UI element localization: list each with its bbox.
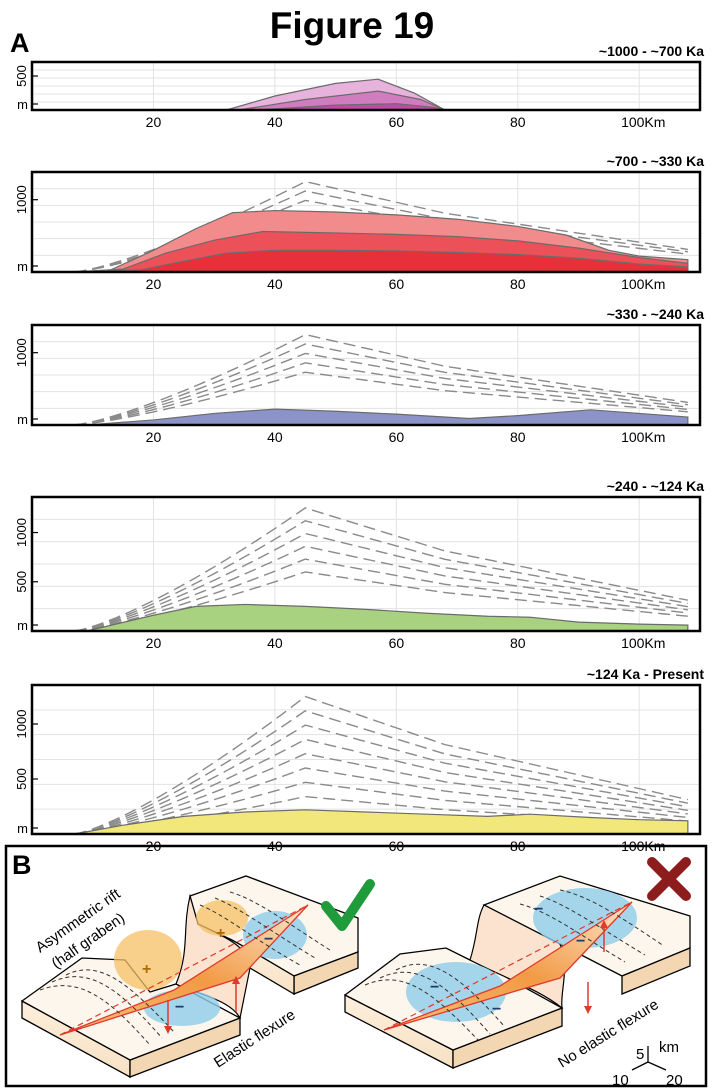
x-tick-label: 60 [389, 429, 405, 445]
y-tick-label: m [17, 821, 28, 836]
ghost-profile [74, 558, 688, 632]
x-tick-label: 80 [510, 429, 526, 445]
chart-frame [30, 323, 702, 427]
x-tick-label: 40 [267, 635, 283, 651]
ghost-profile [74, 532, 688, 632]
y-tick-label: 500 [14, 571, 29, 593]
ghost-profile [74, 190, 688, 273]
x-tick-label: 80 [510, 114, 526, 130]
y-tick-label: 1000 [14, 518, 29, 547]
minus-mark: − [264, 931, 273, 948]
ghost-profile [74, 767, 688, 835]
profile-layer-1 [86, 408, 689, 426]
minus-mark: − [492, 1001, 501, 1018]
uplift-lobe [114, 930, 182, 990]
scale-label-20: 20 [666, 1072, 683, 1089]
chart-title: ~1000 - ~700 Ka [599, 43, 704, 59]
ghost-profile [74, 781, 688, 835]
x-tick-label: 80 [510, 276, 526, 292]
x-tick-label: 20 [146, 635, 162, 651]
chart-title: ~700 - ~330 Ka [607, 153, 705, 169]
x-tick-label: 20 [146, 429, 162, 445]
panel-b: B [4, 844, 708, 1089]
profile-layer-1 [74, 809, 689, 835]
ghost-profile [74, 695, 689, 835]
chart-frame [30, 60, 702, 112]
chart-frame [30, 495, 702, 633]
x-tick-label: 20 [146, 276, 162, 292]
chart-title: ~330 - ~240 Ka [607, 306, 705, 322]
panel-b-frame [4, 844, 708, 1088]
scale-label-10: 10 [612, 1072, 629, 1089]
ghost-profile [74, 343, 688, 426]
panel-a-label: A [10, 28, 30, 58]
scale-label-5: 5 [636, 1046, 644, 1063]
y-tick-label: 1000 [14, 185, 29, 214]
ghost-profile [74, 507, 688, 632]
ghost-profile [74, 571, 688, 632]
fault-plane [383, 901, 633, 1031]
y-tick-label: 500 [14, 65, 29, 87]
ghost-profile [74, 352, 688, 426]
y-tick-label: m [17, 618, 28, 633]
x-tick-label: 100Km [621, 276, 665, 292]
profile-layer-3 [74, 249, 689, 273]
chart-frame [30, 170, 702, 274]
x-tick-label: 100Km [621, 429, 665, 445]
y-tick-label: 1000 [14, 338, 29, 367]
ghost-profile [74, 333, 688, 426]
chart-title: ~240 - ~124 Ka [607, 478, 705, 494]
x-tick-label: 100Km [621, 114, 665, 130]
subsidence-lobe [406, 962, 506, 1022]
x-tick-label: 60 [389, 635, 405, 651]
minus-mark: − [534, 901, 543, 918]
x-tick-label: 40 [267, 429, 283, 445]
y-tick-label: m [17, 412, 28, 427]
minus-mark: − [576, 933, 585, 950]
x-tick-label: 40 [267, 114, 283, 130]
x-tick-label: 40 [267, 276, 283, 292]
chart-panel-4: ~240 - ~124 Ka 20 40 60 80 100Km 1000 500 m [14, 478, 704, 651]
chart-title: ~124 Ka - Present [587, 666, 704, 682]
ghost-profile [74, 180, 688, 273]
ghost-profile [74, 738, 688, 835]
x-tick-label: 80 [510, 635, 526, 651]
y-tick-label: 1000 [14, 710, 29, 739]
y-tick-label: m [17, 97, 28, 112]
minus-mark: − [430, 979, 439, 996]
y-tick-label: m [17, 259, 28, 274]
check-icon [321, 879, 375, 931]
profile-layer-1 [86, 603, 689, 632]
ghost-profile [74, 724, 688, 835]
right-caption: No elastic flexure [555, 996, 662, 1071]
ghost-profile [74, 752, 688, 835]
x-tick-label: 60 [389, 114, 405, 130]
chart-panel-1: ~1000 - ~700 Ka 20 40 60 80 100Km 500 m [14, 43, 704, 130]
ghost-profile [74, 371, 688, 426]
minus-mark: − [175, 999, 184, 1016]
left-block-diagram: + + − − Asymmetric rift (half graben) El… [20, 875, 375, 1079]
ghost-profile [74, 362, 688, 426]
x-tick-label: 20 [146, 114, 162, 130]
scale-indicator [631, 1046, 667, 1071]
chart-panel-3: ~330 - ~240 Ka 20 40 60 80 100Km 1000 m [14, 306, 704, 445]
panel-b-label: B [12, 850, 32, 880]
figure-title: Figure 19 [270, 5, 435, 46]
ghost-profile [74, 519, 688, 632]
x-tick-label: 100Km [621, 635, 665, 651]
right-block-diagram: − − − − No elastic flexure [343, 857, 691, 1071]
x-tick-label: 60 [389, 276, 405, 292]
cross-icon [647, 857, 691, 901]
plus-mark: + [216, 925, 225, 942]
ghost-profile [74, 710, 688, 835]
ghost-profile [74, 545, 688, 632]
chart-panel-2: ~700 - ~330 Ka 20 40 60 80 100Km 1000 m [14, 153, 704, 292]
scale-unit: km [659, 1039, 679, 1056]
chart-frame [30, 683, 702, 836]
y-tick-label: 500 [14, 768, 29, 790]
plus-mark: + [142, 961, 151, 978]
